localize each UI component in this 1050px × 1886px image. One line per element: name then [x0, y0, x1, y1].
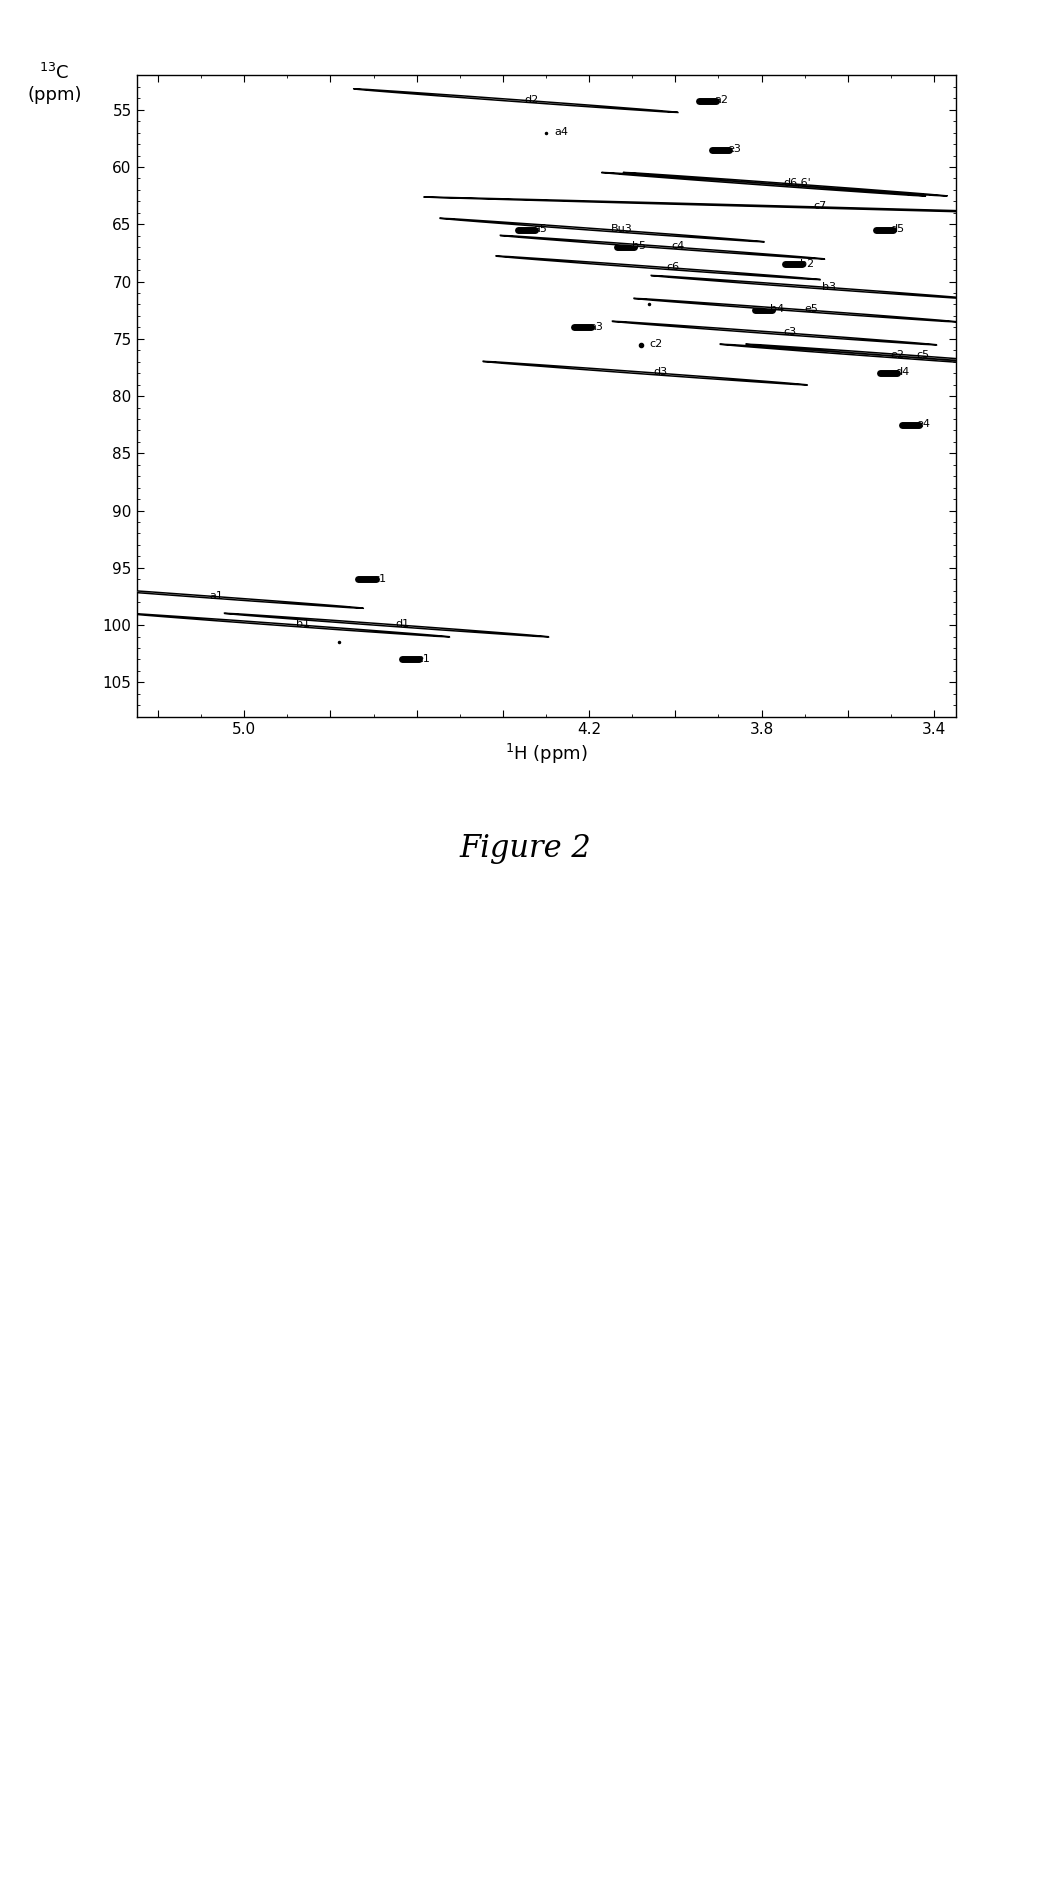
Ellipse shape: [500, 236, 825, 258]
Text: e5: e5: [804, 304, 819, 315]
Text: d6,6': d6,6': [783, 179, 811, 189]
Text: d1: d1: [395, 619, 410, 630]
Ellipse shape: [353, 89, 678, 113]
Ellipse shape: [39, 585, 363, 609]
Text: b5: b5: [632, 241, 646, 251]
Text: d4: d4: [896, 368, 909, 377]
Text: d5: d5: [890, 224, 905, 234]
Text: c4: c4: [671, 241, 685, 251]
Ellipse shape: [623, 172, 948, 196]
Text: c3: c3: [783, 328, 796, 338]
Ellipse shape: [483, 362, 807, 385]
Text: e1: e1: [417, 654, 430, 664]
Ellipse shape: [719, 343, 1045, 368]
Text: Figure 2: Figure 2: [459, 834, 591, 864]
Text: e3: e3: [727, 143, 741, 155]
Ellipse shape: [496, 256, 821, 279]
Text: e2: e2: [890, 351, 905, 360]
Text: c7: c7: [814, 202, 826, 211]
Text: a4: a4: [554, 126, 569, 138]
Y-axis label: $^{13}$C
(ppm): $^{13}$C (ppm): [27, 62, 82, 104]
Text: Bu3: Bu3: [611, 224, 632, 234]
X-axis label: $^{1}$H (ppm): $^{1}$H (ppm): [505, 741, 587, 766]
Text: a2: a2: [714, 94, 728, 106]
Ellipse shape: [125, 613, 449, 637]
Text: b4: b4: [770, 304, 784, 315]
Ellipse shape: [746, 343, 1050, 368]
Text: a1: a1: [210, 590, 224, 602]
Text: e4: e4: [917, 419, 930, 428]
Text: c5: c5: [917, 351, 930, 360]
Text: b2: b2: [800, 258, 815, 268]
Text: a5: a5: [533, 224, 547, 234]
Text: c2: c2: [650, 339, 663, 349]
Ellipse shape: [651, 275, 975, 300]
Text: c1: c1: [374, 573, 386, 583]
Text: c6: c6: [667, 262, 679, 272]
Ellipse shape: [423, 196, 1050, 217]
Ellipse shape: [612, 321, 937, 345]
Text: b3: b3: [822, 281, 836, 292]
Text: b1: b1: [296, 619, 310, 630]
Text: a3: a3: [589, 323, 603, 332]
Text: d2: d2: [524, 94, 539, 106]
Ellipse shape: [224, 613, 549, 637]
Ellipse shape: [602, 172, 926, 196]
Ellipse shape: [633, 298, 959, 323]
Text: d3: d3: [654, 368, 668, 377]
Ellipse shape: [440, 219, 764, 241]
